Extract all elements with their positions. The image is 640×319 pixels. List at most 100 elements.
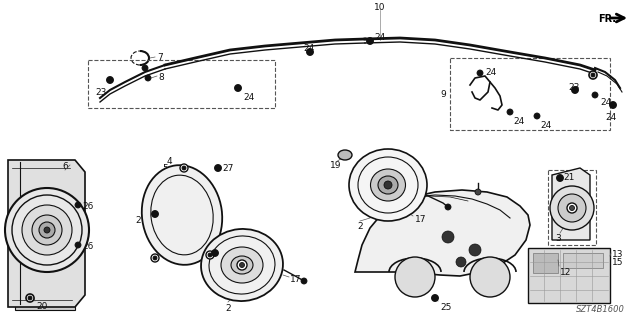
Circle shape (214, 165, 221, 172)
Circle shape (182, 166, 186, 170)
Ellipse shape (378, 176, 398, 194)
Circle shape (153, 256, 157, 260)
Circle shape (39, 222, 55, 238)
Circle shape (106, 77, 113, 84)
Circle shape (367, 38, 374, 44)
Text: SZT4B1600: SZT4B1600 (575, 305, 625, 314)
Bar (450, 58, 610, 130)
Circle shape (442, 231, 454, 243)
Text: 13: 13 (612, 250, 623, 259)
Text: 19: 19 (330, 161, 342, 170)
Text: 26: 26 (82, 202, 93, 211)
Ellipse shape (221, 247, 263, 283)
Text: 24: 24 (600, 98, 611, 107)
Circle shape (384, 181, 392, 189)
Circle shape (470, 257, 510, 297)
Bar (15, 295, 75, 310)
Circle shape (431, 294, 438, 301)
Bar (563, 253, 603, 268)
Polygon shape (355, 190, 530, 276)
Text: 6: 6 (62, 162, 68, 171)
Bar (533, 253, 558, 273)
Text: 24: 24 (374, 33, 385, 42)
Polygon shape (8, 160, 85, 307)
Circle shape (591, 73, 595, 77)
Text: 26: 26 (82, 242, 93, 251)
Text: 15: 15 (612, 258, 623, 267)
Circle shape (32, 215, 62, 245)
Circle shape (558, 194, 586, 222)
Circle shape (475, 189, 481, 195)
Text: 9: 9 (440, 90, 445, 99)
Bar (88, 60, 275, 108)
Text: FR.: FR. (598, 14, 616, 24)
Circle shape (75, 242, 81, 248)
Bar (528, 248, 610, 303)
Circle shape (589, 71, 597, 79)
Circle shape (206, 251, 214, 259)
Circle shape (22, 205, 72, 255)
Circle shape (570, 205, 575, 211)
Circle shape (456, 257, 466, 267)
Ellipse shape (142, 165, 222, 265)
Circle shape (145, 75, 151, 81)
Ellipse shape (201, 229, 283, 301)
Text: 24: 24 (513, 117, 524, 126)
Circle shape (234, 85, 241, 92)
Text: 24: 24 (303, 44, 314, 53)
Polygon shape (552, 168, 590, 240)
Circle shape (44, 227, 50, 233)
Circle shape (550, 186, 594, 230)
Circle shape (477, 70, 483, 76)
Text: 17: 17 (415, 215, 426, 224)
Text: 24: 24 (485, 68, 496, 77)
Circle shape (567, 203, 577, 213)
Text: 7: 7 (157, 53, 163, 62)
Circle shape (151, 254, 159, 262)
Circle shape (208, 253, 212, 257)
Text: 10: 10 (374, 3, 386, 12)
Text: 17: 17 (290, 275, 301, 284)
Circle shape (609, 101, 616, 108)
Circle shape (395, 257, 435, 297)
Circle shape (592, 92, 598, 98)
Circle shape (5, 188, 89, 272)
Text: 5: 5 (162, 164, 168, 173)
Text: 21: 21 (563, 173, 574, 182)
Circle shape (469, 244, 481, 256)
Circle shape (180, 164, 188, 172)
Circle shape (28, 296, 32, 300)
Text: 27: 27 (222, 164, 234, 173)
Ellipse shape (349, 149, 427, 221)
Ellipse shape (231, 256, 253, 274)
Circle shape (507, 109, 513, 115)
Text: 8: 8 (158, 73, 164, 82)
Text: 2: 2 (357, 222, 363, 231)
Text: 20: 20 (36, 302, 47, 311)
Bar (548, 170, 596, 245)
Circle shape (301, 278, 307, 284)
Circle shape (534, 113, 540, 119)
Text: 24: 24 (605, 113, 616, 122)
Ellipse shape (371, 169, 406, 201)
Circle shape (211, 249, 218, 256)
Circle shape (152, 211, 159, 218)
Text: 2: 2 (225, 304, 230, 313)
Text: 27: 27 (219, 256, 230, 265)
Text: 3: 3 (555, 234, 561, 243)
Text: 27: 27 (135, 216, 147, 225)
Circle shape (26, 294, 34, 302)
Circle shape (142, 65, 148, 71)
Text: 24: 24 (243, 93, 254, 102)
Circle shape (237, 260, 247, 270)
Circle shape (75, 202, 81, 208)
Text: 24: 24 (540, 121, 551, 130)
Text: 4: 4 (167, 157, 173, 166)
Ellipse shape (338, 150, 352, 160)
Circle shape (307, 48, 314, 56)
Text: 12: 12 (560, 268, 572, 277)
Text: 23: 23 (95, 88, 106, 97)
Circle shape (572, 86, 579, 93)
Text: 23: 23 (568, 83, 579, 92)
Circle shape (445, 204, 451, 210)
